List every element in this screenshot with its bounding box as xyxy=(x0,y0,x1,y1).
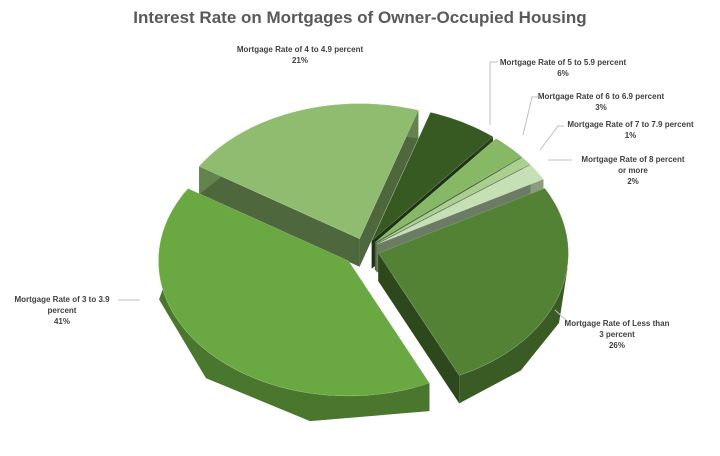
pie-slice xyxy=(198,103,419,240)
pie-slice xyxy=(376,164,544,245)
slice-wall xyxy=(199,166,360,267)
slice-label-less-than-3: Mortgage Rate of Less than 3 percent 26% xyxy=(564,319,670,350)
slice-wall xyxy=(378,253,460,404)
pie-slice xyxy=(375,157,531,244)
leader-line xyxy=(554,309,569,323)
leader-line xyxy=(489,61,498,125)
slice-label-4-4.9: Mortgage Rate of 4 to 4.9 percent 21% xyxy=(236,45,364,65)
chart-title: Interest Rate on Mortgages of Owner-Occu… xyxy=(133,8,587,27)
slice-label-5-5.9: Mortgage Rate of 5 to 5.9 percent 6% xyxy=(499,58,627,78)
slice-wall xyxy=(359,110,419,267)
pie-slice xyxy=(377,187,569,376)
leader-line xyxy=(522,96,538,136)
slice-label-6-6.9: Mortgage Rate of 6 to 6.9 percent 3% xyxy=(537,92,665,112)
leader-line xyxy=(539,125,564,151)
pie-slice xyxy=(158,188,430,397)
pie-slice xyxy=(374,138,522,243)
slice-label-8-plus: Mortgage Rate of 8 percent or more 2% xyxy=(581,155,685,186)
pie-slice xyxy=(371,112,494,242)
slice-label-7-7.9: Mortgage Rate of 7 to 7.9 percent 1% xyxy=(567,120,694,140)
slice-label-3-3.9: Mortgage Rate of 3 to 3.9 percent 41% xyxy=(14,295,110,326)
